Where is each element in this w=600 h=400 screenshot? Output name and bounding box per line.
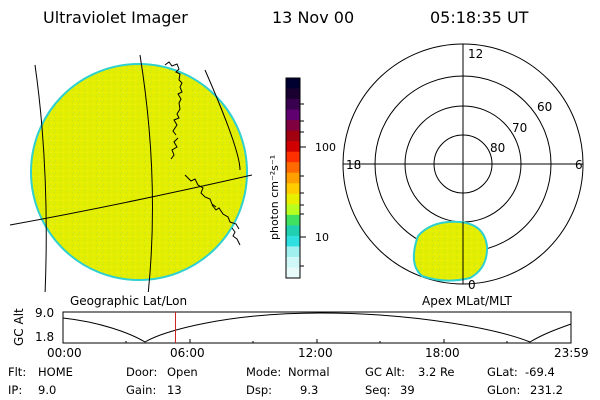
colorbar-segment xyxy=(286,151,300,163)
dsp-label: Dsp: xyxy=(246,383,273,397)
colorbar-tick-10: 10 xyxy=(315,231,329,244)
timeline-axis-label: GC Alt xyxy=(12,308,26,346)
seq-label: Seq: xyxy=(365,383,391,397)
latitude-line xyxy=(9,174,252,226)
colorbar-segment xyxy=(286,162,300,174)
dsp-value: 9.3 xyxy=(300,383,319,397)
orbit-altitude-curve xyxy=(62,312,572,343)
gain-value: 13 xyxy=(167,383,182,397)
geographic-map xyxy=(9,54,252,292)
colorbar-segment xyxy=(286,172,300,184)
colorbar-segment xyxy=(286,235,300,247)
coastline xyxy=(211,204,240,230)
timeline-x-tick-3: 18:00 xyxy=(425,346,460,360)
timeline-x-tick-1: 06:00 xyxy=(170,346,205,360)
colorbar xyxy=(285,77,301,279)
colorbar-segment xyxy=(286,214,300,226)
mlt-label-18: 18 xyxy=(346,158,361,172)
meridian-line xyxy=(34,64,47,292)
auroral-blob xyxy=(412,220,489,282)
time-label: 05:18:35 UT xyxy=(430,8,529,27)
gain-label: Gain: xyxy=(126,383,157,397)
door-label: Door: xyxy=(126,365,158,379)
colorbar-segment xyxy=(286,130,300,142)
mlt-label-0: 0 xyxy=(468,278,476,292)
apex-label: Apex MLat/MLT xyxy=(422,294,512,308)
colorbar-frame xyxy=(285,77,301,279)
colorbar-segment xyxy=(286,88,300,100)
mlt-label-12: 12 xyxy=(468,47,483,61)
glon-label: GLon: xyxy=(487,383,521,397)
timeline-x-tick-2: 12:00 xyxy=(298,346,333,360)
colorbar-segment xyxy=(286,204,300,216)
earth-disk xyxy=(30,63,248,281)
mlat-label-60: 60 xyxy=(537,100,552,114)
colorbar-segment xyxy=(286,109,300,121)
date-label: 13 Nov 00 xyxy=(272,8,355,27)
ip-value: 9.0 xyxy=(38,383,57,397)
gcalt-label: GC Alt: xyxy=(365,365,406,379)
gcalt-value: 3.2 Re xyxy=(418,365,455,379)
geographic-label: Geographic Lat/Lon xyxy=(70,294,188,308)
colorbar-segment xyxy=(286,246,300,258)
colorbar-segment xyxy=(286,267,300,279)
colorbar-tick-100: 100 xyxy=(315,141,336,154)
colorbar-segment xyxy=(286,225,300,237)
timeline-plot xyxy=(62,311,572,344)
mlt-label-6: 6 xyxy=(575,158,583,172)
polar-plot xyxy=(342,43,584,285)
flt-value: HOME xyxy=(38,365,73,379)
glon-value: 231.2 xyxy=(530,383,563,397)
timeline-x-tick-0: 00:00 xyxy=(47,346,82,360)
seq-value: 39 xyxy=(400,383,415,397)
colorbar-segment xyxy=(286,256,300,268)
timeline-y-top: 9.0 xyxy=(35,306,55,320)
colorbar-segment xyxy=(286,120,300,132)
timeline-x-tick-4: 23:59 xyxy=(554,346,589,360)
coastline xyxy=(164,61,183,136)
mlat-label-70: 70 xyxy=(512,121,527,135)
colorbar-ticks xyxy=(300,103,306,267)
colorbar-segment xyxy=(286,99,300,111)
colorbar-segment xyxy=(286,183,300,195)
coastline xyxy=(231,227,241,246)
mlat-label-80: 80 xyxy=(490,141,505,155)
timeline-y-bottom: 1.8 xyxy=(35,330,55,344)
coastline xyxy=(170,137,179,160)
meridian-line xyxy=(204,69,241,171)
colorbar-unit-label: photon cm⁻²s⁻¹ xyxy=(268,155,281,240)
colorbar-segment xyxy=(286,193,300,205)
meridian-line xyxy=(139,54,153,292)
ip-label: IP: xyxy=(8,383,23,397)
mode-label: Mode: xyxy=(246,365,282,379)
instrument-title: Ultraviolet Imager xyxy=(43,8,188,27)
colorbar-segment xyxy=(286,141,300,153)
colorbar-segment xyxy=(286,78,300,90)
coastline xyxy=(184,174,217,208)
door-value: Open xyxy=(167,365,198,379)
glat-label: GLat: xyxy=(487,365,518,379)
mode-value: Normal xyxy=(288,365,330,379)
glat-value: -69.4 xyxy=(525,365,555,379)
flt-label: Flt: xyxy=(8,365,27,379)
